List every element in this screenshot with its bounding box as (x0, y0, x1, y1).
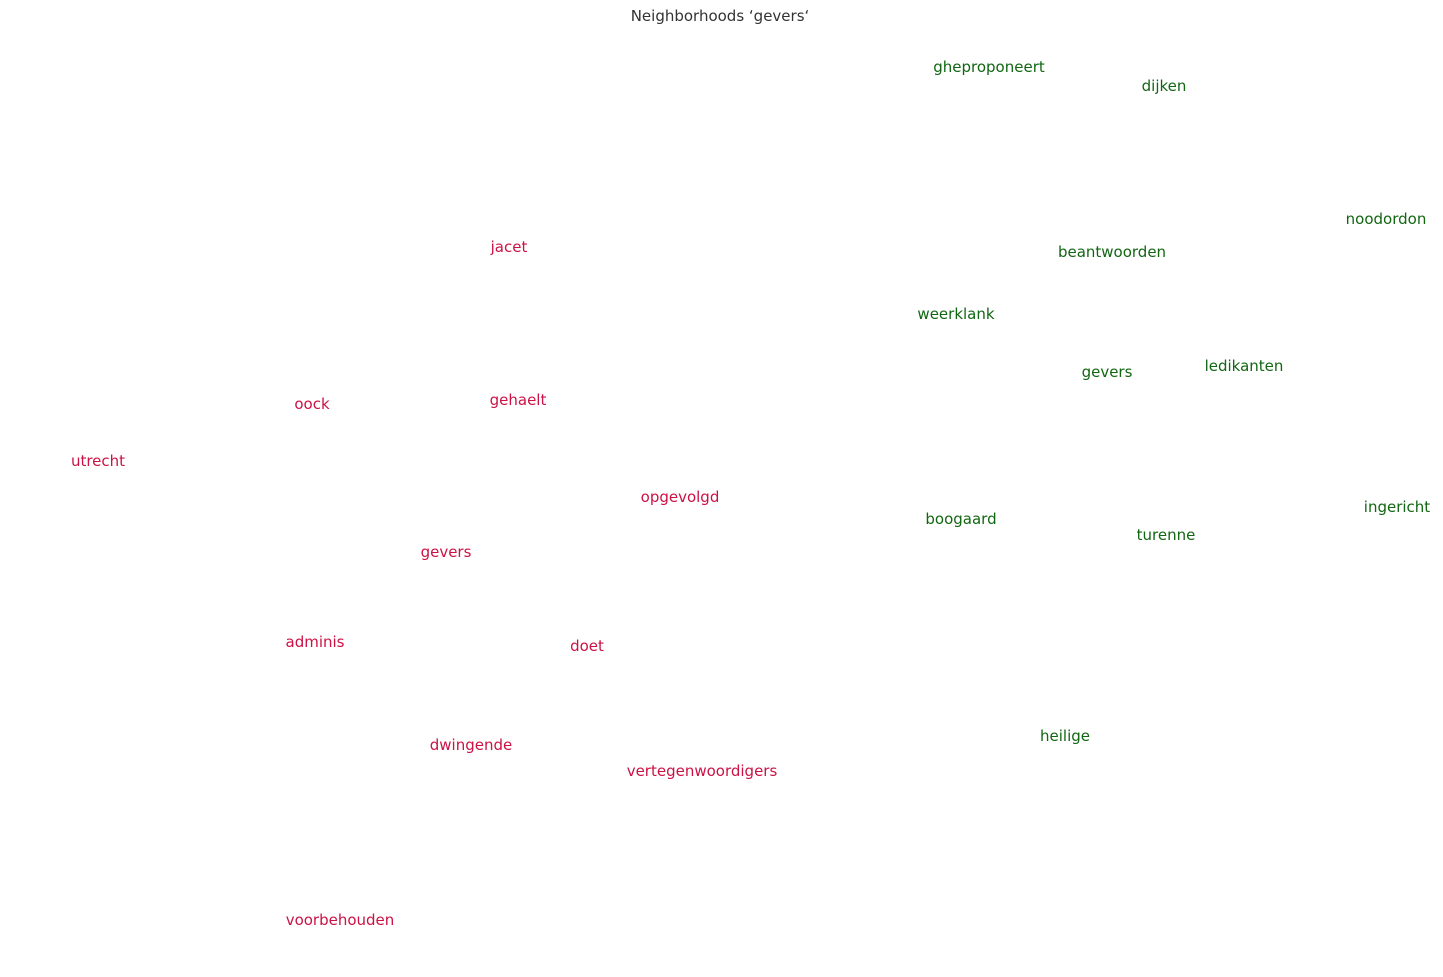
word-label-utrecht-0: utrecht (71, 452, 125, 470)
word-label-boogaard-1: boogaard (925, 510, 996, 528)
word-label-adminis-0: adminis (286, 633, 345, 651)
word-label-dwingende-0: dwingende (430, 736, 512, 754)
word-label-gehaelt-0: gehaelt (490, 391, 547, 409)
word-label-heilige-1: heilige (1040, 727, 1090, 745)
word-label-gevers-1: gevers (1082, 363, 1133, 381)
word-label-doet-0: doet (570, 637, 604, 655)
word-label-opgevolgd-0: opgevolgd (641, 488, 720, 506)
word-label-ledikanten-1: ledikanten (1205, 357, 1284, 375)
word-label-voorbehouden-0: voorbehouden (286, 911, 395, 929)
word-label-oock-0: oock (294, 395, 330, 413)
word-label-dijken-1: dijken (1142, 77, 1187, 95)
word-label-weerklank-1: weerklank (917, 305, 994, 323)
chart-title: Neighborhoods ‘gevers‘ (631, 7, 810, 25)
word-label-gevers-0: gevers (421, 543, 472, 561)
word-label-beantwoorden-1: beantwoorden (1058, 243, 1166, 261)
word-label-noodordon-1: noodordon (1346, 210, 1427, 228)
word-label-gheproponeert-1: gheproponeert (933, 58, 1045, 76)
word-label-jacet-0: jacet (490, 238, 528, 256)
word-labels-layer: jacet oock gehaelt utrecht opgevolgd gevers ad… (71, 58, 1430, 929)
word-label-ingericht-1: ingericht (1364, 498, 1431, 516)
word-label-vertegenwoordigers-0: vertegenwoordigers (627, 762, 778, 780)
word-label-turenne-1: turenne (1137, 526, 1196, 544)
